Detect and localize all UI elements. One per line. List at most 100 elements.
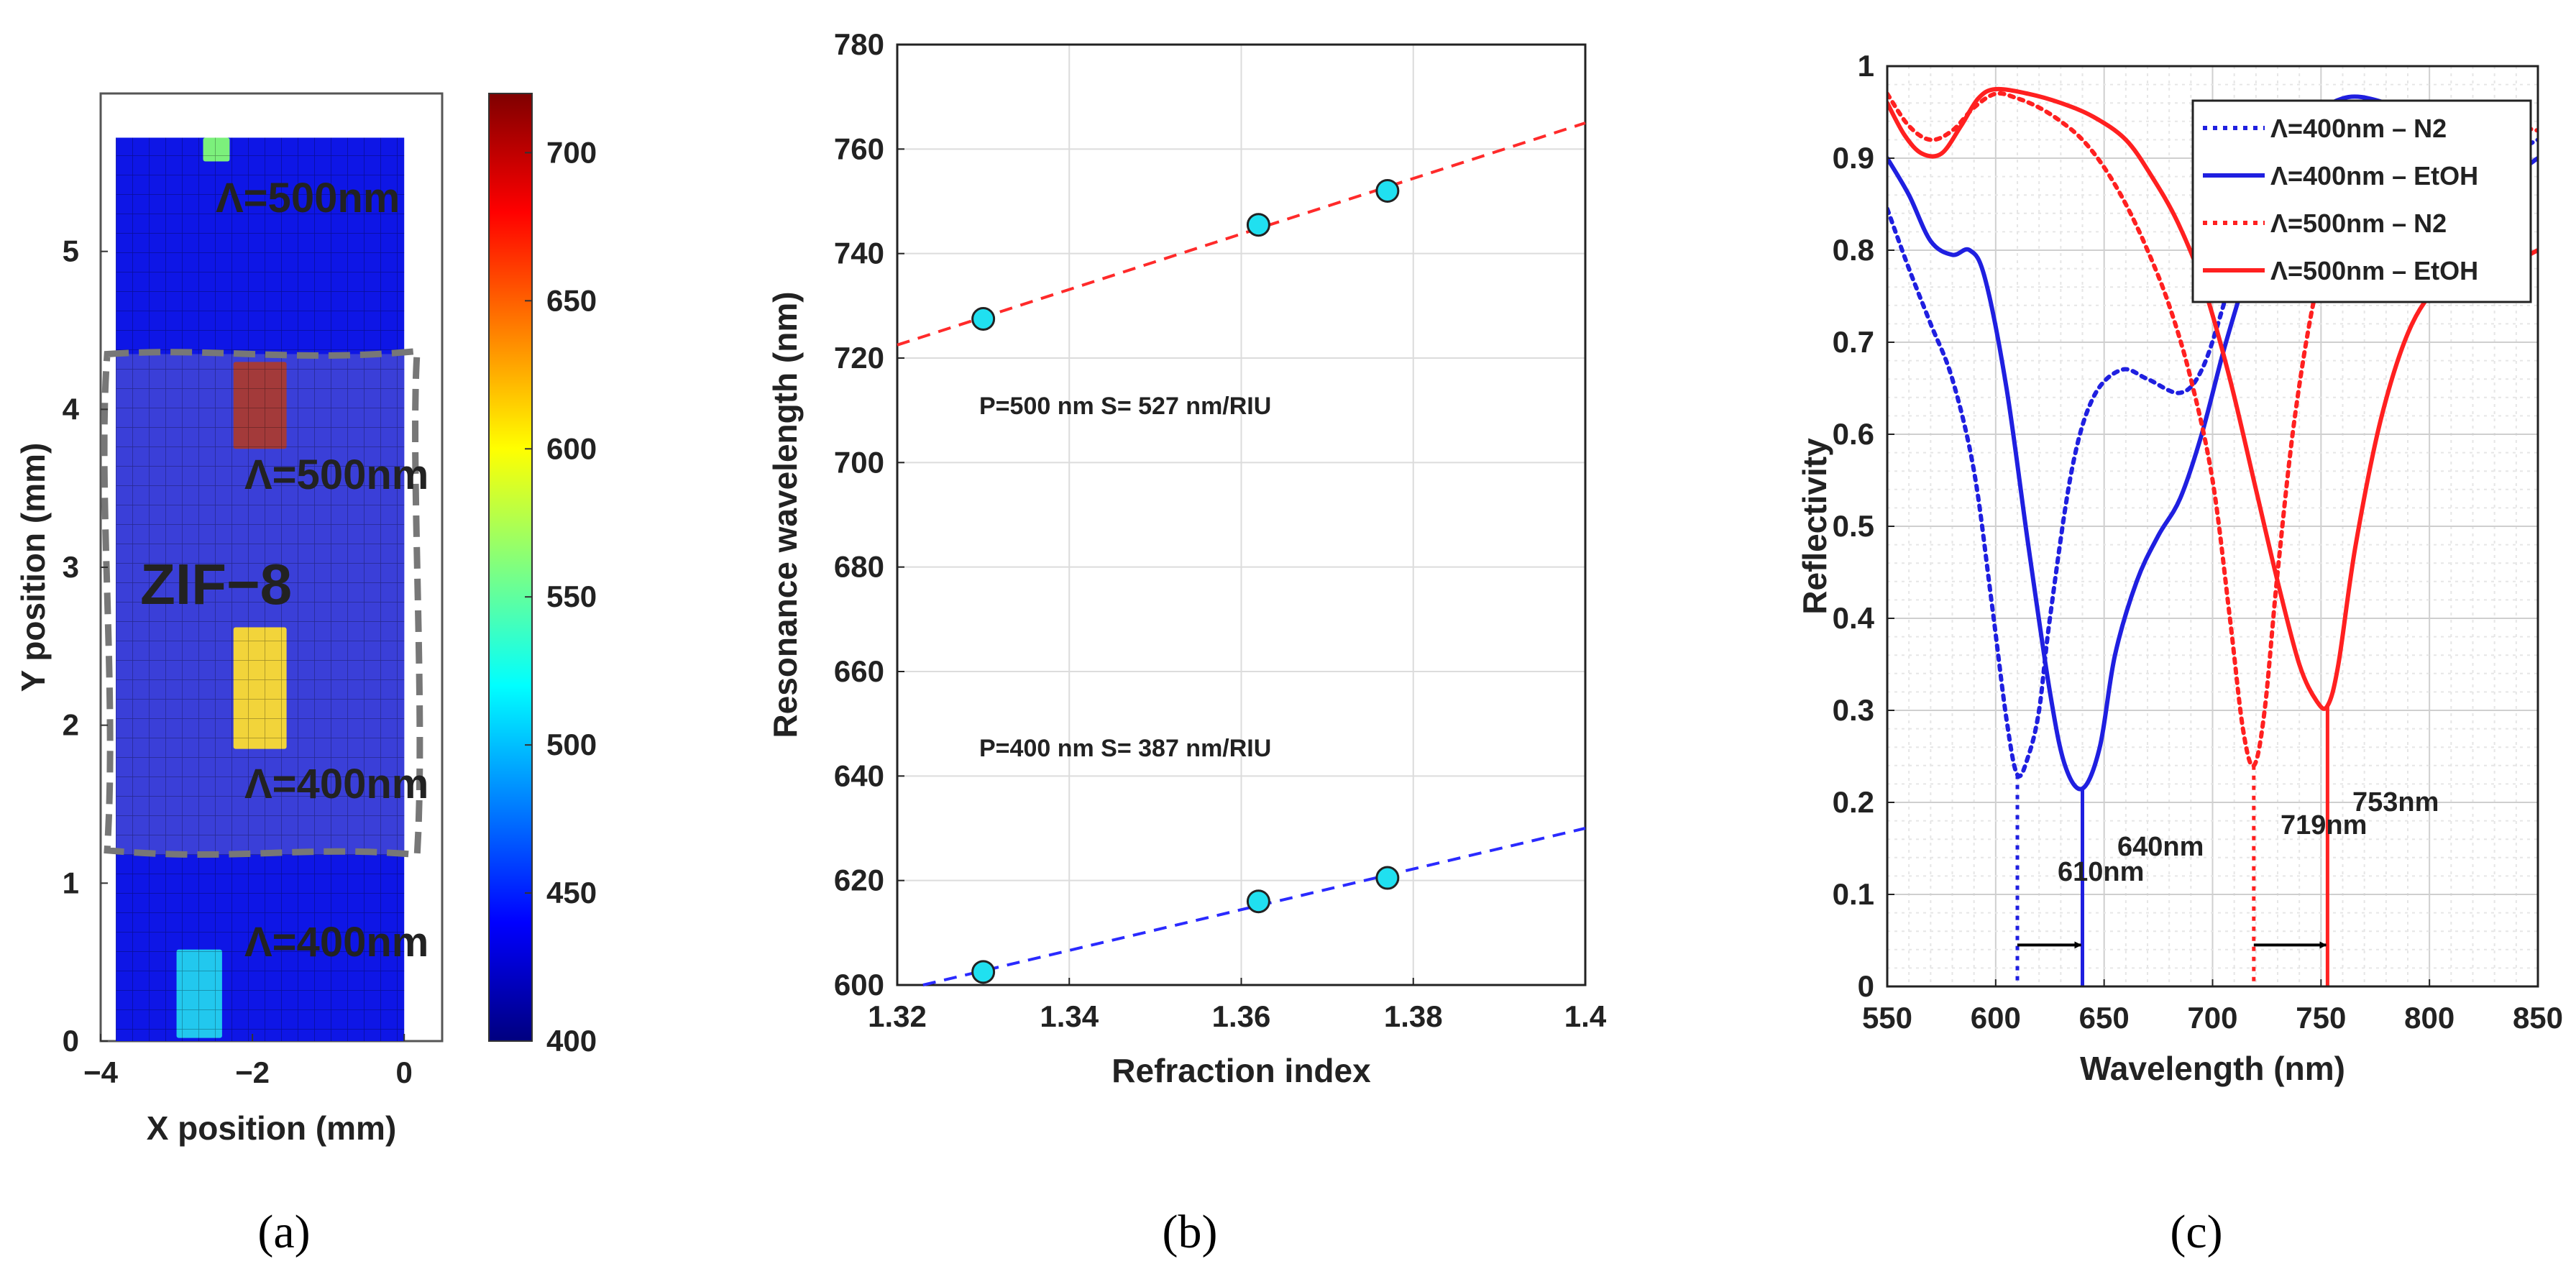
x-tick-label: 850 [2513, 1001, 2563, 1035]
line-y-axis-label: Reflectivity [1796, 438, 1833, 615]
y-tick-label: 660 [834, 654, 884, 688]
y-tick-label: 0.5 [1833, 509, 1874, 543]
y-tick-label: 0.1 [1833, 877, 1874, 911]
x-tick-label: 750 [2296, 1001, 2346, 1035]
scatter-grid [897, 44, 1586, 986]
x-tick-label: −2 [235, 1055, 270, 1089]
series-line-1 [1887, 94, 2538, 792]
y-tick-label: 0.7 [1833, 325, 1874, 359]
x-tick-label: 1.34 [1040, 999, 1099, 1033]
y-tick-label: 740 [834, 237, 884, 270]
colorbar-tick-label: 550 [546, 579, 597, 613]
x-tick-label: 600 [1971, 1001, 2021, 1035]
y-tick-label: 720 [834, 341, 884, 375]
x-tick-label: 1.32 [868, 999, 927, 1033]
legend-entry: Λ=500nm – N2 [2270, 209, 2447, 238]
legend-entry: Λ=400nm – EtOH [2270, 161, 2478, 191]
scatter-ticks: 1.32 1.34 1.36 1.38 1.4 600 620 640 660 680 700 720… [834, 27, 1607, 1033]
y-tick-label: 0 [63, 1024, 79, 1058]
y-tick-label: 640 [834, 759, 884, 792]
colorbar-tick-label: 600 [546, 431, 597, 465]
y-tick-label: 0.9 [1833, 141, 1874, 175]
colorbar-tick-label: 400 [546, 1024, 597, 1058]
x-tick-label: 800 [2404, 1001, 2454, 1035]
caption-a: (a) [257, 1206, 310, 1258]
y-tick-label: 1 [63, 866, 79, 899]
colorbar-tick-label: 650 [546, 283, 597, 317]
scatter-series [897, 122, 1586, 986]
legend-entry: Λ=400nm – N2 [2270, 114, 2447, 143]
colorbar-tick-label: 450 [546, 876, 597, 910]
x-tick-label: 650 [2079, 1001, 2130, 1035]
marker-label: 753nm [2352, 787, 2439, 817]
data-point [1375, 178, 1400, 203]
y-tick-label: 600 [834, 968, 884, 1002]
data-point [971, 960, 996, 984]
colorbar [488, 93, 533, 1042]
panel-b-scatter: 1.32 1.34 1.36 1.38 1.4 600 620 640 660 680 700 720… [766, 27, 1607, 1089]
x-tick-label: 1.38 [1384, 999, 1443, 1033]
heatmap-map [101, 137, 423, 1041]
panel-a-heatmap: −4 −2 0 0 1 2 3 4 5 X position (mm) Y position (… [14, 92, 597, 1147]
heatmap-x-axis-label: X position (mm) [147, 1109, 397, 1147]
marker-label: 610nm [2058, 857, 2144, 887]
y-tick-label: 780 [834, 27, 884, 61]
fit-line-1 [922, 827, 1586, 986]
series-line-3 [1887, 86, 2538, 711]
x-tick-label: 700 [2187, 1001, 2237, 1035]
line-x-axis-label: Wavelength (nm) [2080, 1050, 2345, 1087]
annotation-p500: P=500 nm S= 527 nm/RIU [979, 393, 1271, 420]
x-tick-label: −4 [83, 1055, 119, 1089]
y-tick-label: 0.3 [1833, 693, 1874, 727]
colorbar-tick-label: 700 [546, 135, 597, 169]
scatter-y-axis-label: Resonance wavelength (nm) [766, 291, 804, 738]
annotation-lambda: Λ=500nm [216, 175, 400, 221]
x-tick-label: 1.4 [1564, 999, 1607, 1033]
scatter-x-axis-label: Refraction index [1111, 1052, 1371, 1089]
heatmap-y-axis-label: Y position (mm) [14, 443, 52, 692]
annotation-lambda: Λ=500nm [244, 452, 428, 498]
caption-b: (b) [1163, 1206, 1218, 1258]
y-tick-label: 620 [834, 863, 884, 897]
y-tick-label: 0.2 [1833, 785, 1874, 819]
data-point [971, 307, 996, 331]
heatmap-annotations: Λ=500nm Λ=500nm Λ=400nm Λ=400nm ZIF−8 [140, 175, 428, 966]
colorbar-tick-label: 500 [546, 728, 597, 761]
y-tick-label: 680 [834, 550, 884, 584]
line-ticks: 550 600 650 700 750 800 850 0 0.1 0.2 0.3 0.4 0.5 0.6… [1833, 49, 2563, 1035]
y-tick-label: 5 [63, 234, 79, 268]
zif8-label: ZIF−8 [140, 552, 292, 616]
x-tick-label: 550 [1862, 1001, 1912, 1035]
x-tick-label: 0 [396, 1055, 413, 1089]
colorbar-ticks: 400 450 500 550 600 650 700 [525, 135, 597, 1058]
heatmap-ticks: −4 −2 0 0 1 2 3 4 5 [63, 234, 413, 1089]
zif8-boundary [101, 347, 423, 858]
data-point [1246, 213, 1270, 237]
annotation-lambda: Λ=400nm [244, 919, 428, 966]
annotation-lambda: Λ=400nm [244, 761, 428, 807]
annotation-p400: P=400 nm S= 387 nm/RIU [979, 735, 1271, 762]
marker-label: 719nm [2281, 810, 2367, 840]
legend-entry: Λ=500nm – EtOH [2270, 256, 2478, 285]
legend: Λ=400nm – N2 Λ=400nm – EtOH Λ=500nm – N2 Λ=… [2191, 99, 2532, 303]
y-tick-label: 4 [63, 392, 80, 426]
y-tick-label: 0.6 [1833, 417, 1874, 451]
fit-line-0 [897, 122, 1586, 347]
y-tick-label: 760 [834, 132, 884, 165]
y-tick-label: 0.4 [1833, 601, 1875, 635]
y-tick-label: 700 [834, 445, 884, 479]
y-tick-label: 3 [63, 550, 79, 584]
x-tick-label: 1.36 [1212, 999, 1271, 1033]
data-point [1246, 889, 1270, 914]
data-point [1375, 866, 1400, 890]
y-tick-label: 0.8 [1833, 233, 1874, 267]
marker-label: 640nm [2117, 832, 2204, 862]
y-tick-label: 0 [1858, 969, 1874, 1003]
heatmap-cell-grid [116, 137, 405, 1041]
y-tick-label: 1 [1858, 49, 1874, 83]
caption-c: (c) [2170, 1206, 2222, 1258]
y-tick-label: 2 [63, 708, 79, 742]
